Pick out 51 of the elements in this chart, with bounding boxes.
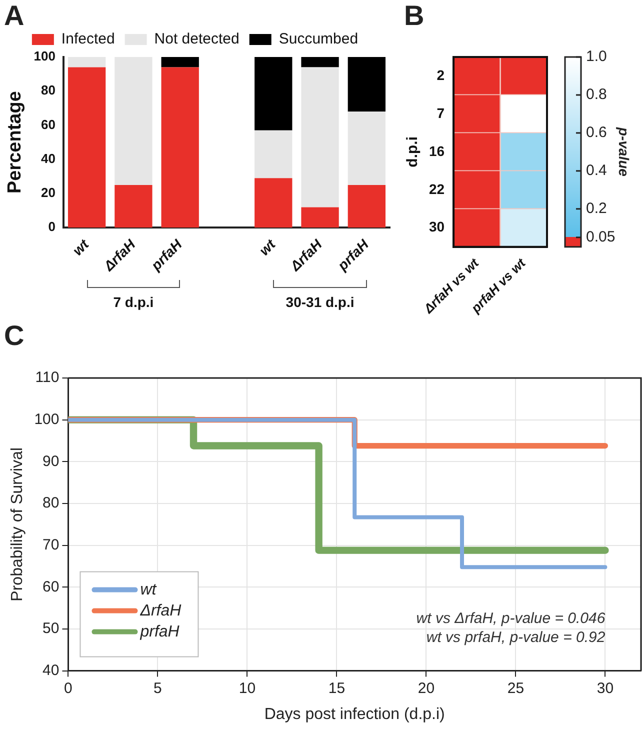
color-bar-label: 1.0: [586, 48, 607, 66]
x-tick-label: wt: [256, 235, 280, 258]
y-axis-title: d.p.i: [404, 136, 422, 168]
color-bar-label: 0.8: [586, 86, 607, 104]
legend-label: Infected: [61, 30, 115, 48]
y-tick-label: 110: [35, 369, 60, 386]
x-tick-label: 30: [596, 680, 614, 697]
annotation: wt vs ΔrfaH, p-value = 0.046: [416, 610, 606, 627]
legend-label: Succumbed: [278, 30, 358, 48]
y-tick-label: 60: [42, 578, 60, 596]
y-tick-label: 20: [41, 185, 56, 200]
x-axis-title: Days post infection (d.p.i): [264, 706, 445, 723]
y-tick-label: 22: [428, 180, 445, 197]
color-bar-label: 0.4: [586, 162, 607, 180]
color-bar-title: p-value: [616, 126, 632, 177]
x-tick-label: wt: [69, 235, 93, 258]
y-tick-label: 16: [428, 142, 445, 159]
y-tick-label: 100: [34, 48, 56, 64]
y-axis-title: Percentage: [4, 91, 26, 194]
y-tick-label: 2: [436, 66, 445, 83]
color-bar-label: 0.2: [586, 200, 607, 218]
chart-title: C: [4, 320, 24, 352]
legend-label: prfaH: [139, 623, 180, 640]
text: 7 d.p.i: [113, 294, 154, 310]
y-tick-label: 70: [42, 536, 60, 554]
y-axis-title: Probability of Survival: [9, 447, 26, 602]
y-tick-label: 60: [41, 116, 56, 132]
y-tick-label: 80: [41, 82, 56, 98]
y-tick-label: 40: [42, 662, 60, 679]
text: 30-31 d.p.i: [286, 294, 354, 310]
color-bar-label: 0.05: [586, 228, 616, 246]
color-bar-label: 0.6: [586, 124, 607, 142]
x-tick-label: 5: [154, 680, 162, 697]
annotation: wt vs prfaH, p-value = 0.92: [426, 628, 606, 646]
chart-title: A: [4, 0, 24, 32]
y-tick-label: 90: [42, 452, 60, 470]
x-tick-label: 0: [64, 680, 72, 697]
y-tick-label: 0: [48, 219, 56, 234]
y-tick-label: 50: [42, 620, 60, 638]
legend-label: Not detected: [154, 30, 240, 48]
y-tick-label: 100: [34, 410, 60, 428]
legend-label: wt: [140, 581, 157, 598]
y-tick-label: 80: [42, 494, 60, 512]
x-tick-label: 15: [328, 680, 346, 697]
y-tick-label: 7: [436, 104, 445, 121]
y-tick-label: 40: [41, 150, 56, 166]
y-tick-label: 30: [428, 218, 445, 235]
x-tick-label: 25: [507, 680, 524, 697]
x-tick-label: 10: [238, 680, 256, 697]
legend-label: ΔrfaH: [139, 602, 182, 620]
chart-title: B: [404, 0, 424, 32]
